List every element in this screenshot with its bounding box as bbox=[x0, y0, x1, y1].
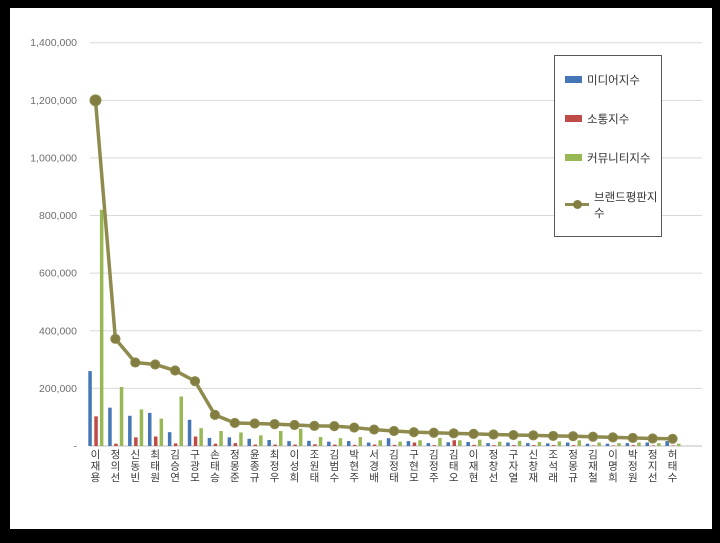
legend-item-media: 미디어지수 bbox=[565, 72, 661, 88]
svg-text:1,000,000: 1,000,000 bbox=[30, 152, 77, 164]
legend-label-brand: 브랜드평판지수 bbox=[594, 191, 658, 220]
community-series-swatch-icon bbox=[565, 154, 582, 161]
communication-series-swatch-icon bbox=[565, 115, 582, 122]
legend-item-community: 커뮤니티지수 bbox=[565, 150, 661, 166]
svg-text:400,000: 400,000 bbox=[39, 325, 77, 337]
svg-text:600,000: 600,000 bbox=[39, 268, 77, 280]
svg-text:200,000: 200,000 bbox=[39, 383, 77, 395]
legend-item-communication: 소통지수 bbox=[565, 111, 661, 127]
svg-text:1,200,000: 1,200,000 bbox=[30, 95, 77, 107]
legend-label-communication: 소통지수 bbox=[587, 113, 630, 126]
legend-label-media: 미디어지수 bbox=[587, 74, 640, 87]
brand-line-swatch-icon bbox=[565, 200, 589, 209]
chart-legend: 미디어지수 소통지수 커뮤니티지수 브랜드평판지수 bbox=[554, 55, 662, 237]
media-series-swatch-icon bbox=[565, 76, 582, 83]
legend-item-brand: 브랜드평판지수 bbox=[565, 189, 661, 221]
legend-label-community: 커뮤니티지수 bbox=[587, 152, 651, 165]
svg-text:800,000: 800,000 bbox=[39, 210, 77, 222]
svg-text:-: - bbox=[74, 441, 78, 453]
svg-text:1,400,000: 1,400,000 bbox=[30, 37, 77, 49]
